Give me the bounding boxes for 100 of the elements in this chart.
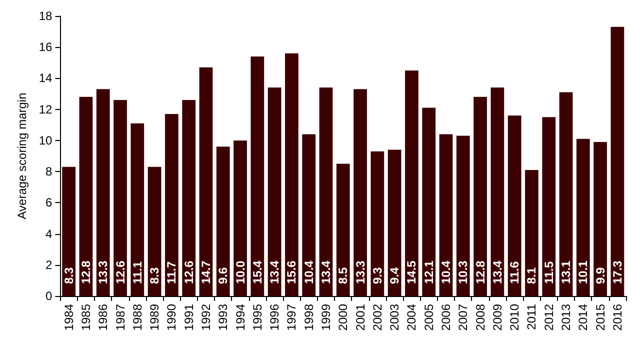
x-tick-label: 1987 xyxy=(113,304,128,331)
bar xyxy=(336,164,350,296)
bar xyxy=(148,166,162,296)
x-tick-label: 2005 xyxy=(422,304,436,331)
x-tick-label: 2009 xyxy=(490,304,504,331)
data-label: 10.4 xyxy=(302,260,316,284)
data-label: 13.4 xyxy=(268,260,282,284)
data-label: 10.1 xyxy=(576,260,590,284)
data-label: 8.5 xyxy=(336,266,350,284)
x-tick-label: 2004 xyxy=(404,304,419,331)
x-tick-label: 1984 xyxy=(62,304,76,331)
bar xyxy=(130,123,144,296)
x-tick-label: 1995 xyxy=(250,304,264,331)
bar xyxy=(354,89,367,296)
bar xyxy=(525,170,538,296)
x-tick-label: 1988 xyxy=(130,304,144,331)
bar xyxy=(165,114,178,296)
bar xyxy=(456,136,470,296)
data-label: 11.1 xyxy=(130,260,144,284)
bar xyxy=(216,146,230,296)
data-label: 10.0 xyxy=(233,260,248,284)
y-tick-label: 4 xyxy=(46,226,53,241)
bar xyxy=(268,88,282,296)
data-label: 13.1 xyxy=(558,260,573,284)
x-tick-label: 1991 xyxy=(182,304,196,331)
data-label: 8.3 xyxy=(62,266,76,284)
x-tick-label: 1999 xyxy=(318,304,333,331)
data-label: 15.4 xyxy=(250,260,264,284)
x-tick-label: 1990 xyxy=(164,304,179,331)
data-label: 9.4 xyxy=(388,266,402,284)
bar xyxy=(319,88,333,296)
data-label: 15.6 xyxy=(284,260,299,284)
data-label: 12.8 xyxy=(78,260,93,284)
bar xyxy=(96,89,110,296)
data-label: 12.6 xyxy=(113,260,128,284)
x-tick-label: 2014 xyxy=(576,304,590,331)
bar xyxy=(62,166,76,296)
data-label: 12.6 xyxy=(182,260,196,284)
data-label: 17.3 xyxy=(610,260,624,284)
data-label: 12.1 xyxy=(422,260,436,284)
data-label: 14.5 xyxy=(404,260,419,284)
data-label: 11.6 xyxy=(508,260,522,284)
x-tick-label: 2010 xyxy=(508,304,522,331)
bar xyxy=(388,150,402,296)
x-tick-label: 2006 xyxy=(438,304,453,331)
x-tick-label: 2015 xyxy=(593,304,608,331)
bar xyxy=(576,138,590,296)
bar xyxy=(542,117,556,296)
x-tick-label: 2000 xyxy=(336,304,350,331)
data-label: 13.3 xyxy=(353,260,368,284)
data-label: 9.3 xyxy=(370,266,384,284)
x-tick-label: 2011 xyxy=(524,304,539,330)
x-tick-label: 1994 xyxy=(233,304,248,331)
bar xyxy=(474,96,487,296)
data-label: 8.3 xyxy=(148,266,162,284)
data-label: 13.4 xyxy=(318,260,333,284)
y-tick-label: 0 xyxy=(46,289,53,303)
data-label: 10.4 xyxy=(438,260,453,284)
bar xyxy=(182,100,196,296)
x-tick-label: 1996 xyxy=(268,304,282,331)
data-label: 14.7 xyxy=(198,260,213,284)
bar xyxy=(610,26,624,296)
bar xyxy=(250,56,264,296)
bar xyxy=(490,88,504,296)
y-tick-label: 2 xyxy=(46,258,53,272)
bar xyxy=(439,134,453,296)
bar xyxy=(594,142,607,296)
y-tick-label: 10 xyxy=(38,133,53,148)
bar xyxy=(199,67,213,296)
data-label: 9.9 xyxy=(593,266,608,284)
y-tick-label: 14 xyxy=(38,71,53,86)
x-tick-label: 1985 xyxy=(78,304,93,331)
x-tick-label: 2008 xyxy=(473,304,488,331)
x-tick-label: 1992 xyxy=(198,304,213,331)
y-tick-label: 16 xyxy=(38,40,53,54)
x-tick-label: 2002 xyxy=(370,304,384,331)
bar xyxy=(114,100,127,296)
data-label: 11.5 xyxy=(542,260,556,284)
y-tick-label: 6 xyxy=(46,196,53,210)
y-axis-title: Average scoring margin xyxy=(15,92,29,220)
data-label: 12.8 xyxy=(473,260,488,284)
x-tick-label: 2003 xyxy=(388,304,402,331)
x-tick-label: 1986 xyxy=(96,304,110,331)
bar xyxy=(79,96,93,296)
data-label: 10.3 xyxy=(456,260,470,284)
x-tick-label: 2013 xyxy=(558,304,573,331)
x-tick-label: 1993 xyxy=(216,304,230,331)
data-label: 13.4 xyxy=(490,260,504,284)
data-label: 13.3 xyxy=(96,260,110,284)
bar xyxy=(285,53,298,296)
x-tick-label: 2007 xyxy=(456,304,470,331)
data-label: 9.6 xyxy=(216,266,230,284)
x-tick-label: 2012 xyxy=(542,304,556,331)
y-tick-label: 18 xyxy=(38,9,53,23)
x-tick-label: 1997 xyxy=(284,304,299,331)
bar xyxy=(370,151,384,296)
x-tick-label: 2001 xyxy=(353,304,368,331)
y-tick-label: 12 xyxy=(38,102,53,116)
data-label: 8.1 xyxy=(524,266,539,284)
y-tick-label: 8 xyxy=(46,164,53,179)
